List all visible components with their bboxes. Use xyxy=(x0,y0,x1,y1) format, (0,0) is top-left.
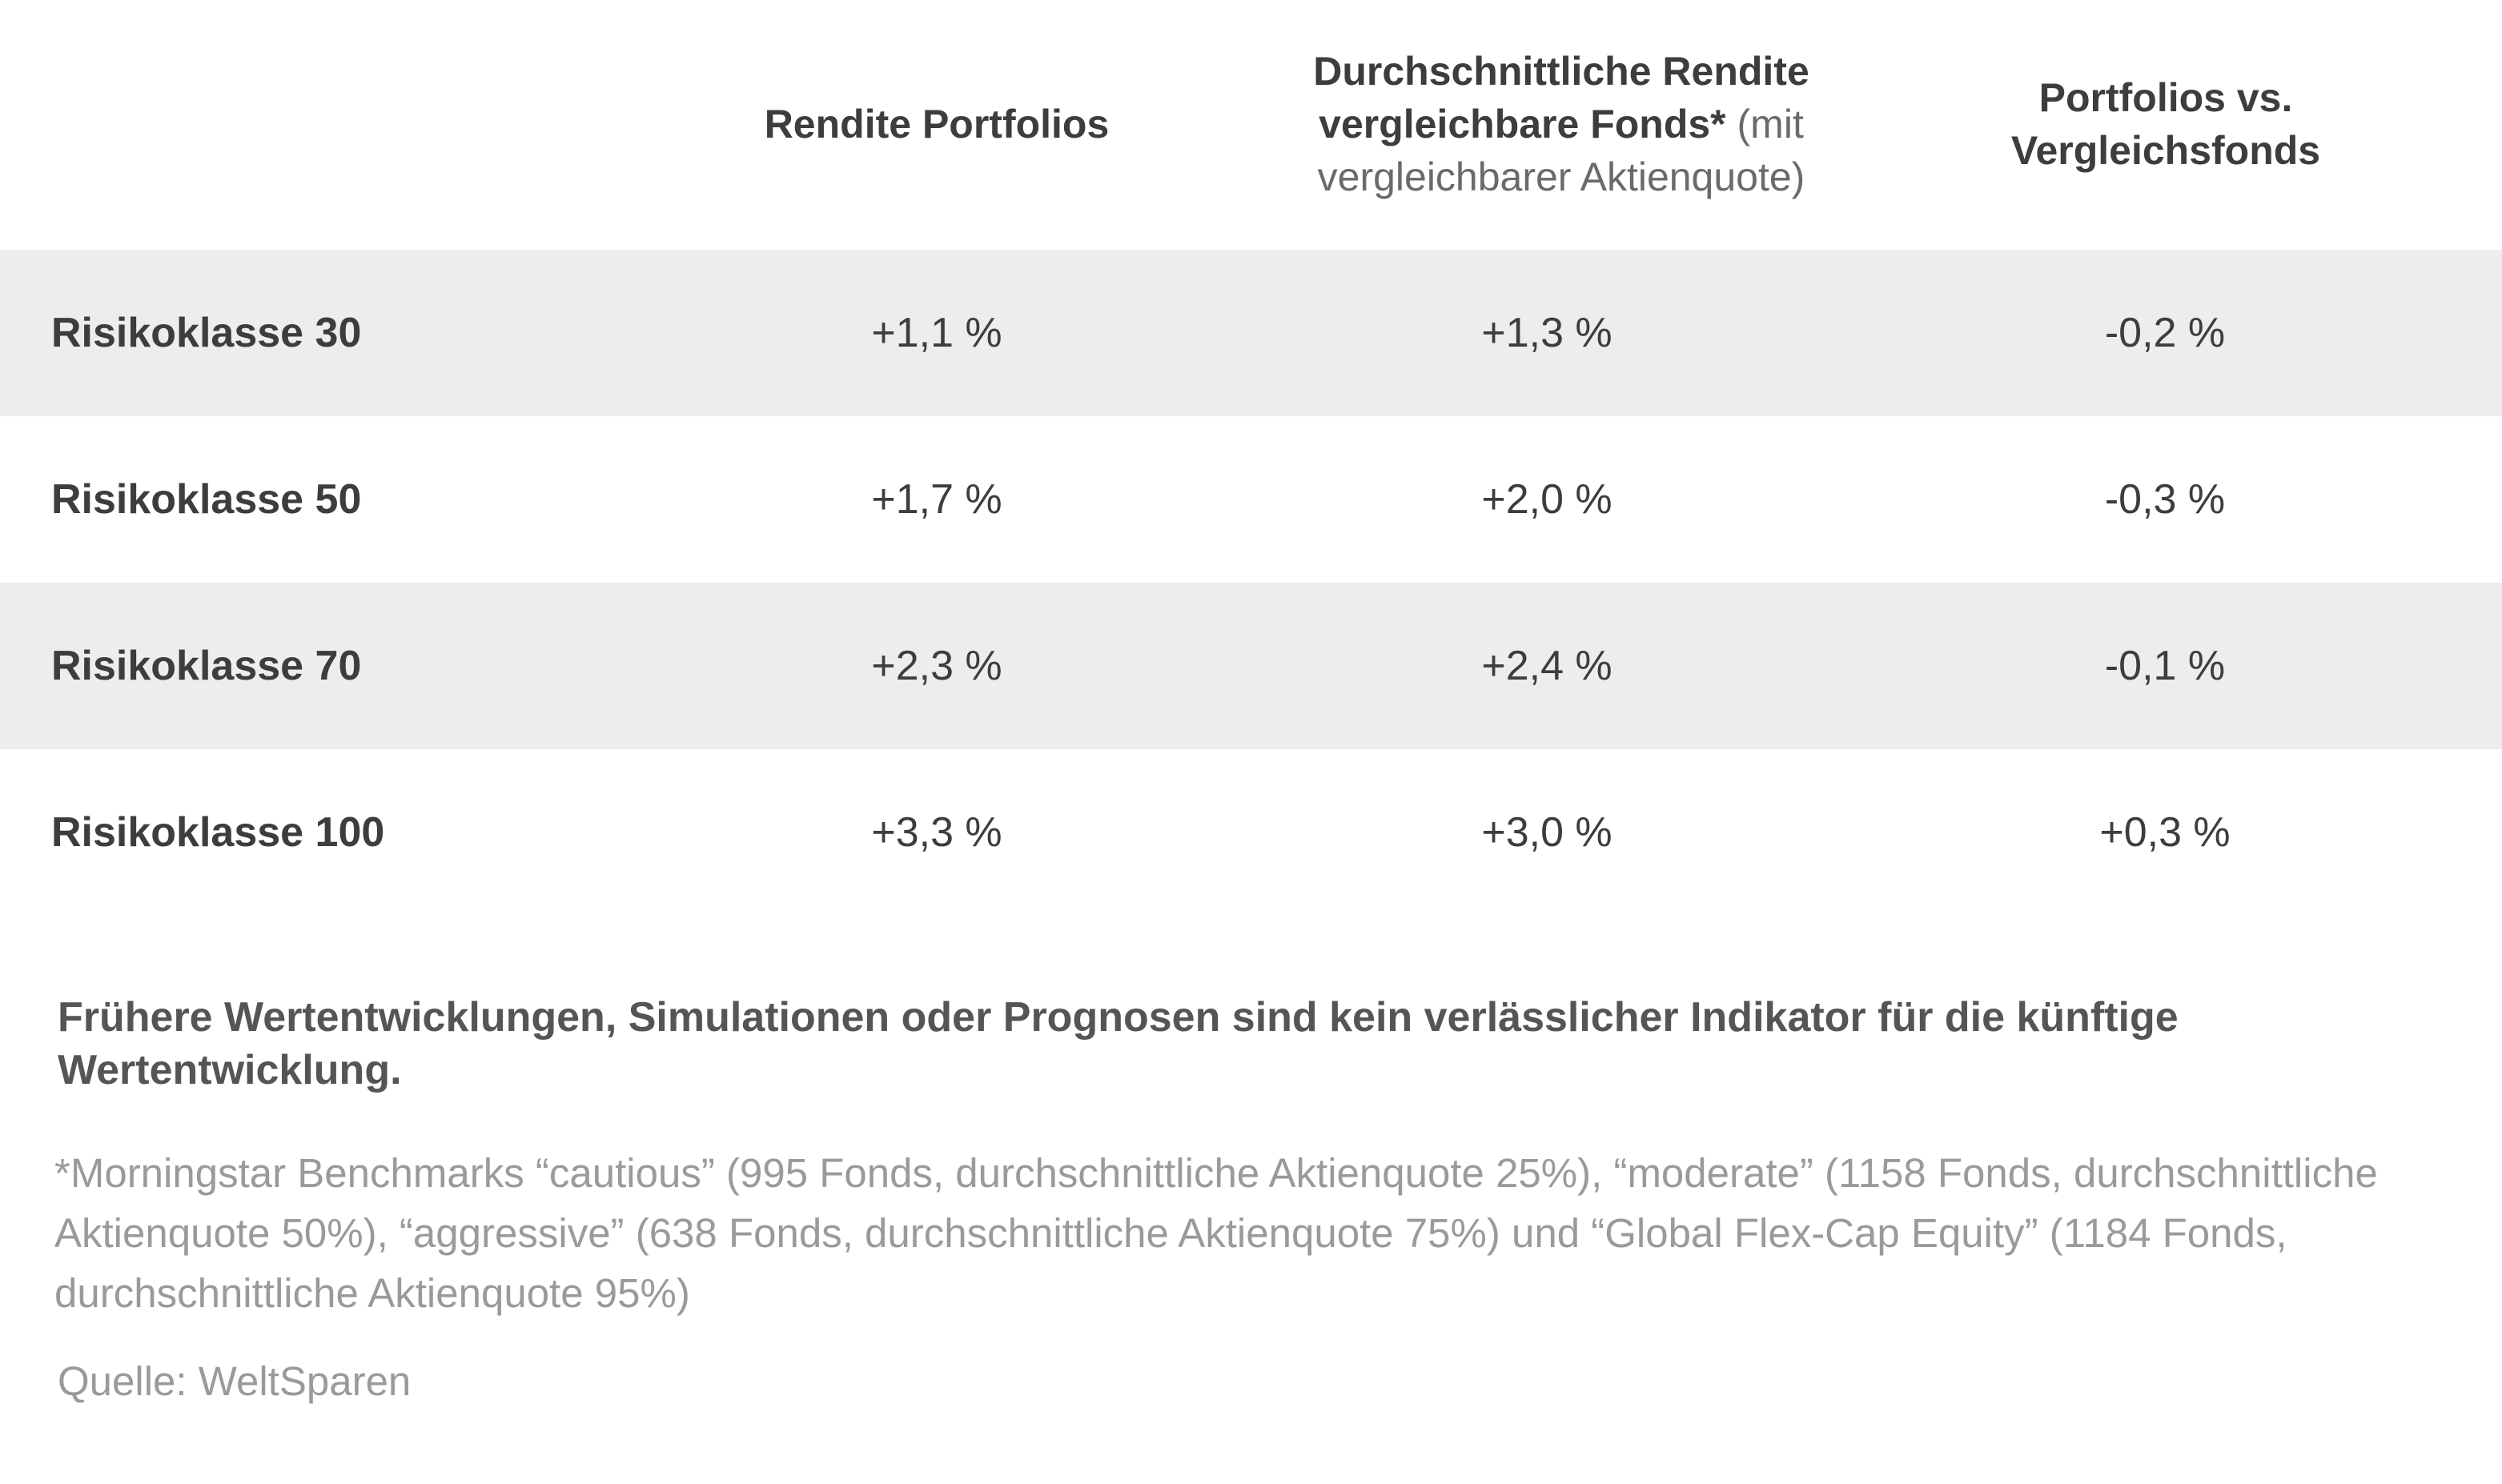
cell-difference: -0,3 % xyxy=(2104,476,2226,523)
column-header-label: Durchschnittliche Rendite vergleichbare … xyxy=(1313,49,1809,146)
row-label: Risikoklasse 100 xyxy=(51,809,385,856)
column-header-portfolios-vs-vergleichsfonds: Portfolios vs. Vergleichsfonds xyxy=(1922,0,2410,248)
row-label: Risikoklasse 50 xyxy=(51,476,362,523)
table-row: Risikoklasse 70 +2,3 % +2,4 % -0,1 % xyxy=(0,583,2502,749)
cell-vergleichsfonds: +2,4 % xyxy=(1481,643,1612,689)
table-row: Risikoklasse 50 +1,7 % +2,0 % -0,3 % xyxy=(0,416,2502,583)
column-header-vergleichsfonds-rendite: Durchschnittliche Rendite vergleichbare … xyxy=(1233,0,1890,248)
cell-rendite-portfolios: +3,3 % xyxy=(871,809,1002,856)
cell-rendite-portfolios: +1,1 % xyxy=(871,310,1002,356)
table-row: Risikoklasse 100 +3,3 % +3,0 % +0,3 % xyxy=(0,749,2502,916)
column-header-sublabel: (mit vergleichbarer Aktienquote) xyxy=(1317,102,1805,199)
performance-disclaimer: Frühere Wertentwicklungen, Simulationen … xyxy=(58,994,2179,1093)
cell-rendite-portfolios: +2,3 % xyxy=(871,643,1002,689)
row-label: Risikoklasse 70 xyxy=(51,643,362,689)
cell-difference: -0,1 % xyxy=(2104,643,2226,689)
cell-vergleichsfonds: +2,0 % xyxy=(1481,476,1612,523)
cell-vergleichsfonds: +3,0 % xyxy=(1481,809,1612,856)
cell-difference: -0,2 % xyxy=(2104,310,2226,356)
table-header: Rendite Portfolios Durchschnittliche Ren… xyxy=(0,0,2502,248)
cell-rendite-portfolios: +1,7 % xyxy=(871,476,1002,523)
column-header-label: Rendite Portfolios xyxy=(764,102,1110,146)
benchmark-footnote: *Morningstar Benchmarks “cautious” (995 … xyxy=(54,1150,2378,1316)
cell-vergleichsfonds: +1,3 % xyxy=(1481,310,1612,356)
column-header-label: Portfolios vs. Vergleichsfonds xyxy=(2010,75,2321,173)
table-row: Risikoklasse 30 +1,1 % +1,3 % -0,2 % xyxy=(0,250,2502,416)
column-header-rendite-portfolios: Rendite Portfolios xyxy=(745,0,1129,248)
row-label: Risikoklasse 30 xyxy=(51,310,362,356)
cell-difference: +0,3 % xyxy=(2099,809,2231,856)
source-note: Quelle: WeltSparen xyxy=(58,1358,412,1404)
